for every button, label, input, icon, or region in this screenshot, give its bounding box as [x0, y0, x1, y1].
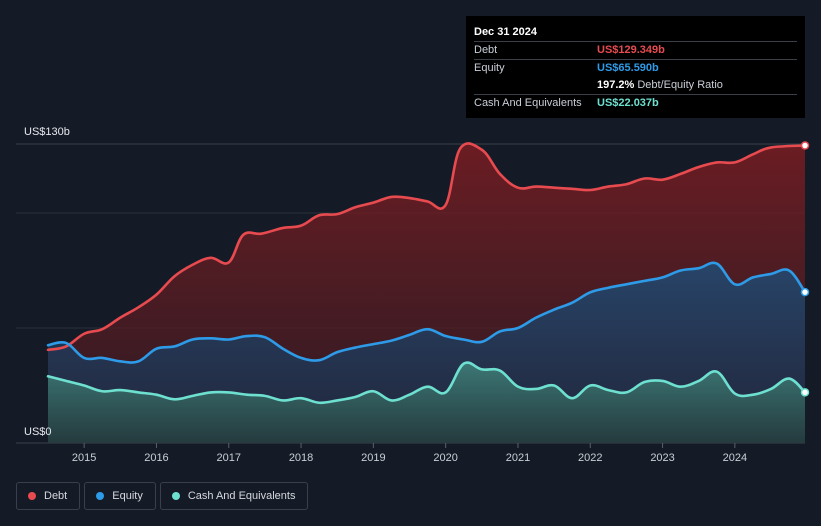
- tooltip-ratio-label: Debt/Equity Ratio: [637, 79, 723, 91]
- area-cash: [48, 362, 805, 443]
- tooltip-label: [474, 77, 597, 94]
- x-tick-label: 2015: [72, 452, 96, 464]
- series-areas: [48, 143, 805, 444]
- legend-label: Equity: [112, 490, 143, 502]
- line-debt: [46, 142, 807, 352]
- legend-label: Cash And Equivalents: [187, 490, 296, 502]
- y-axis-bottom-label: US$0: [24, 426, 52, 438]
- line-cash: [46, 361, 807, 405]
- x-tick-label: 2021: [506, 452, 530, 464]
- tooltip-label: Equity: [474, 62, 505, 74]
- x-tick-label: 2024: [723, 452, 747, 464]
- x-tick-label: 2020: [433, 452, 457, 464]
- legend-item-cash[interactable]: Cash And Equivalents: [159, 482, 309, 510]
- end-marker-equity: [800, 287, 810, 297]
- end-marker-debt: [800, 141, 810, 150]
- legend-item-debt[interactable]: Debt: [16, 482, 81, 510]
- y-axis-top-label: US$130b: [24, 126, 70, 138]
- tooltip-value-equity: US$65.590b: [597, 62, 659, 74]
- x-tick-label: 2023: [650, 452, 674, 464]
- series-lines: [46, 142, 807, 405]
- end-markers: [800, 141, 810, 397]
- legend-dot-icon: [28, 492, 36, 500]
- chart-tooltip: Dec 31 2024 Debt US$129.349b Equity US$6…: [466, 16, 805, 118]
- tooltip-label: Cash And Equivalents: [474, 97, 582, 109]
- chart-legend: Debt Equity Cash And Equivalents: [16, 482, 309, 510]
- legend-item-equity[interactable]: Equity: [84, 482, 156, 510]
- tooltip-row-equity: Equity US$65.590b: [474, 60, 797, 77]
- tooltip-row-debt: Debt US$129.349b: [474, 42, 797, 60]
- line-equity: [46, 261, 807, 364]
- tooltip-row-ratio: 197.2% Debt/Equity Ratio: [474, 77, 797, 95]
- tooltip-date: Dec 31 2024: [474, 24, 797, 42]
- axes: US$130b US$0: [24, 126, 70, 438]
- tooltip-value-cash: US$22.037b: [597, 97, 659, 109]
- tooltip-row-cash: Cash And Equivalents US$22.037b: [474, 95, 797, 112]
- x-tick-label: 2017: [217, 452, 241, 464]
- tooltip-label: Debt: [474, 44, 498, 56]
- x-axis-ticks: 2015 2016 2017 2018 2019 2020 2021 2022 2023 2024: [72, 443, 747, 464]
- tooltip-value-debt: US$129.349b: [597, 44, 665, 56]
- legend-label: Debt: [44, 490, 68, 502]
- legend-dot-icon: [96, 492, 105, 500]
- x-tick-label: 2022: [578, 452, 602, 464]
- x-tick-label: 2019: [361, 452, 385, 464]
- tooltip-value-ratio: 197.2%: [597, 79, 635, 91]
- x-tick-label: 2016: [144, 452, 168, 464]
- legend-dot-icon: [171, 492, 180, 500]
- end-marker-cash: [800, 388, 810, 397]
- x-tick-label: 2018: [289, 452, 313, 464]
